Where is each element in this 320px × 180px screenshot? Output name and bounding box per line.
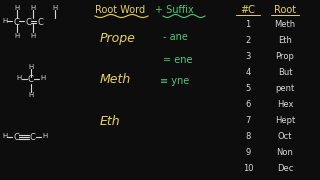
Text: H: H — [52, 5, 57, 11]
Text: H: H — [14, 33, 19, 39]
Text: Hept: Hept — [275, 116, 295, 125]
Text: 6: 6 — [245, 100, 251, 109]
Text: H: H — [14, 5, 19, 11]
Text: Eth: Eth — [100, 115, 121, 128]
Text: ≡ yne: ≡ yne — [160, 76, 189, 86]
Text: H: H — [28, 92, 33, 98]
Text: Eth: Eth — [278, 36, 292, 45]
Text: + Suffix: + Suffix — [155, 5, 194, 15]
Text: 10: 10 — [243, 164, 253, 173]
Text: H: H — [30, 33, 35, 39]
Text: H: H — [42, 133, 47, 139]
Text: H: H — [2, 18, 7, 24]
Text: 1: 1 — [245, 20, 251, 29]
Text: #C: #C — [241, 5, 255, 15]
Text: Hex: Hex — [277, 100, 293, 109]
Text: Oct: Oct — [278, 132, 292, 141]
Text: - ane: - ane — [163, 32, 188, 42]
Text: Prope: Prope — [100, 32, 136, 45]
Text: Meth: Meth — [275, 20, 296, 29]
Text: C: C — [13, 133, 19, 142]
Text: 2: 2 — [245, 36, 251, 45]
Text: H: H — [16, 75, 21, 81]
Text: Root: Root — [274, 5, 296, 15]
Text: Root Word: Root Word — [95, 5, 145, 15]
Text: Non: Non — [276, 148, 293, 157]
Text: C: C — [37, 18, 43, 27]
Text: C: C — [25, 18, 31, 27]
Text: C: C — [30, 133, 36, 142]
Text: 3: 3 — [245, 52, 251, 61]
Text: H: H — [40, 75, 45, 81]
Text: 5: 5 — [245, 84, 251, 93]
Text: Dec: Dec — [277, 164, 293, 173]
Text: H: H — [28, 64, 33, 70]
Text: pent: pent — [276, 84, 295, 93]
Text: But: But — [278, 68, 292, 77]
Text: Meth: Meth — [100, 73, 131, 86]
Text: H: H — [2, 133, 7, 139]
Text: 9: 9 — [245, 148, 251, 157]
Text: 7: 7 — [245, 116, 251, 125]
Text: = ene: = ene — [163, 55, 193, 65]
Text: 8: 8 — [245, 132, 251, 141]
Text: C: C — [13, 18, 19, 27]
Text: C: C — [28, 75, 34, 84]
Text: 4: 4 — [245, 68, 251, 77]
Text: H: H — [30, 5, 35, 11]
Text: Prop: Prop — [276, 52, 294, 61]
